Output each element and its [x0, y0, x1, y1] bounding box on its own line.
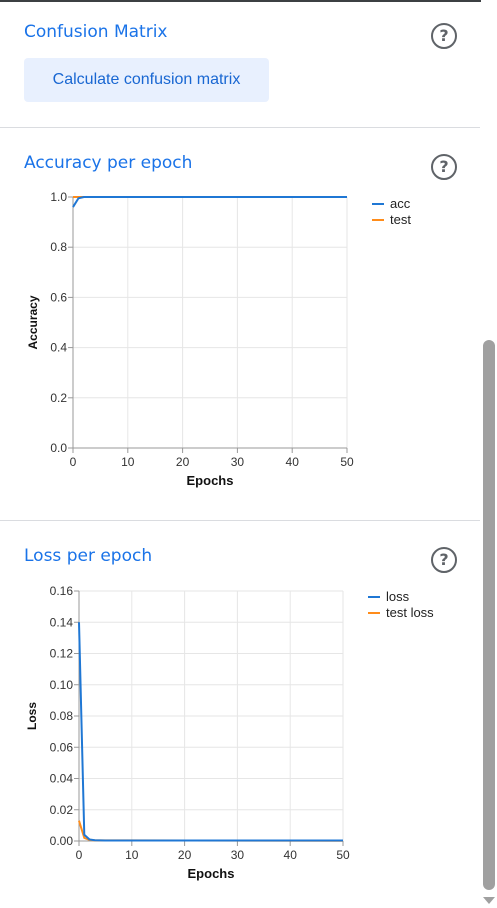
y-tick-label: 1.0 — [50, 190, 67, 204]
scrollbar-thumb[interactable] — [483, 340, 495, 890]
confusion-matrix-title: Confusion Matrix — [24, 22, 168, 42]
legend-label: loss — [386, 589, 410, 604]
y-tick-label: 0.06 — [50, 740, 74, 754]
top-border — [0, 0, 497, 2]
x-tick-label: 10 — [125, 848, 139, 862]
y-tick-label: 0.16 — [50, 584, 74, 598]
accuracy-chart: 0.0 0.2 0.4 0.6 0.8 1.0 0 10 20 30 40 50 Epochs Accur… — [26, 190, 411, 488]
y-axis-label: Loss — [25, 702, 39, 730]
scroll-down-arrow-icon[interactable] — [483, 897, 495, 904]
calculate-confusion-matrix-button[interactable]: Calculate confusion matrix — [24, 58, 269, 102]
x-tick-label: 0 — [76, 848, 83, 862]
legend-label: test loss — [386, 605, 434, 620]
accuracy-help-icon[interactable]: ? — [431, 154, 457, 180]
loss-help-icon[interactable]: ? — [431, 547, 457, 573]
x-tick-label: 30 — [231, 455, 245, 469]
x-tick-label: 30 — [231, 848, 245, 862]
section-divider — [0, 127, 480, 128]
y-tick-label: 0.02 — [50, 803, 74, 817]
y-tick-label: 0.0 — [50, 441, 67, 455]
x-axis-label: Epochs — [187, 473, 234, 488]
y-tick-label: 0.14 — [50, 615, 74, 629]
loss-title: Loss per epoch — [24, 546, 153, 566]
y-tick-label: 0.04 — [50, 772, 74, 786]
loss-chart: 0.00 0.02 0.04 0.06 0.08 0.10 0.12 0.14 0.16 0 10 2… — [25, 584, 434, 881]
x-tick-label: 50 — [340, 455, 354, 469]
y-tick-label: 0.00 — [50, 834, 74, 848]
confusion-help-icon[interactable]: ? — [431, 23, 457, 49]
series-line-acc — [72, 196, 347, 208]
accuracy-title: Accuracy per epoch — [24, 153, 193, 173]
x-tick-label: 50 — [336, 848, 350, 862]
legend-label: test — [390, 212, 411, 227]
series-line-loss — [78, 622, 343, 842]
x-tick-label: 0 — [70, 455, 77, 469]
x-tick-label: 10 — [121, 455, 135, 469]
legend-label: acc — [390, 196, 411, 211]
x-tick-label: 40 — [284, 848, 298, 862]
y-tick-label: 0.12 — [50, 647, 74, 661]
x-tick-label: 20 — [178, 848, 192, 862]
y-axis-label: Accuracy — [26, 295, 40, 349]
section-divider — [0, 520, 480, 521]
x-tick-label: 40 — [286, 455, 300, 469]
y-tick-label: 0.6 — [50, 290, 67, 304]
y-tick-label: 0.4 — [50, 341, 67, 355]
y-tick-label: 0.8 — [50, 240, 67, 254]
y-tick-label: 0.08 — [50, 709, 74, 723]
y-tick-label: 0.10 — [50, 678, 74, 692]
x-tick-label: 20 — [176, 455, 190, 469]
series-line-test-loss — [78, 820, 344, 842]
y-tick-label: 0.2 — [50, 391, 67, 405]
x-axis-label: Epochs — [188, 866, 235, 881]
